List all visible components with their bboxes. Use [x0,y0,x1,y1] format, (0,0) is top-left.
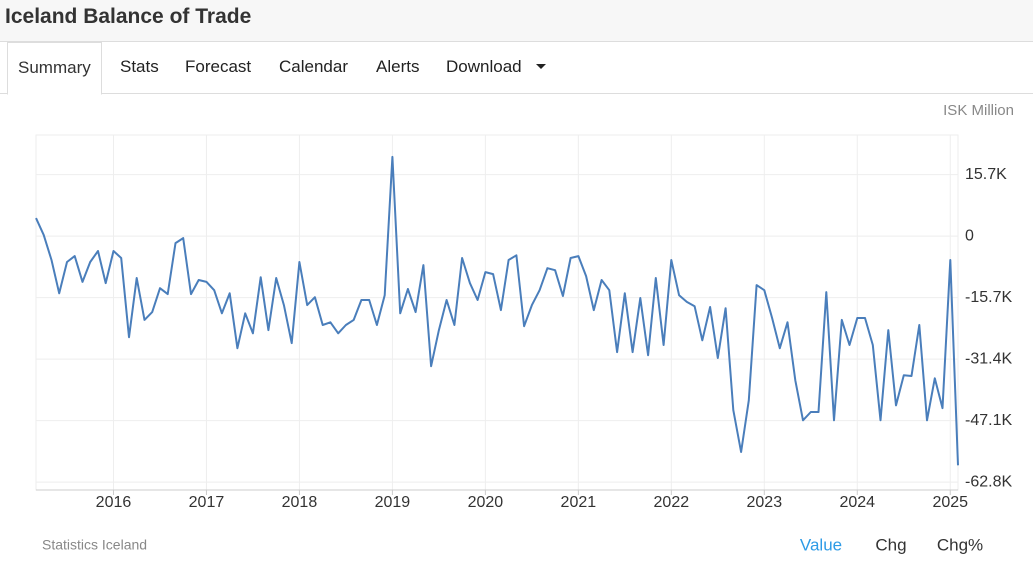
tab[interactable]: Calendar [279,57,348,76]
x-tick-label: 2020 [468,494,504,511]
tab-bar: Summary Stats Forecast Calendar Alerts D… [0,42,1033,95]
plot-area [35,134,959,491]
x-tick-label: 2017 [189,494,225,511]
tab[interactable]: Download [446,57,522,76]
x-tick-label: 2018 [282,494,318,511]
toggle-button[interactable]: Value [800,535,842,554]
source: Statistics Iceland [42,537,147,553]
y-tick-label: -15.7K [965,289,1012,306]
x-tick-label: 2021 [561,494,597,511]
page-title: Iceland Balance of Trade [5,5,252,28]
y-tick-label: -31.4K [965,350,1012,367]
tab[interactable]: Summary [7,42,102,95]
y-tick-label: 0 [965,227,974,244]
toggle-button[interactable]: Chg [875,535,906,554]
tab[interactable]: Stats [120,57,159,76]
x-tick-label: 2022 [654,494,690,511]
x-tick-label: 2025 [932,494,968,511]
x-tick-label: 2024 [839,494,875,511]
chart: ISK Million Statistics Iceland Value Chg… [35,102,1014,554]
x-tick-label: 2019 [375,494,411,511]
x-tick-label: 2023 [747,494,783,511]
y-tick-label: 15.7K [965,166,1007,183]
unit-label: ISK Million [943,102,1014,119]
dropdown-caret [536,64,546,69]
y-tick-label: -47.1K [965,412,1012,429]
header: Iceland Balance of Trade [0,0,1033,42]
toggle-button[interactable]: Chg% [937,535,983,554]
x-tick-label: 2016 [96,494,132,511]
data-line [35,155,959,466]
tab[interactable]: Forecast [185,57,252,76]
y-tick-label: -62.8K [965,473,1012,490]
tab[interactable]: Alerts [376,57,420,76]
